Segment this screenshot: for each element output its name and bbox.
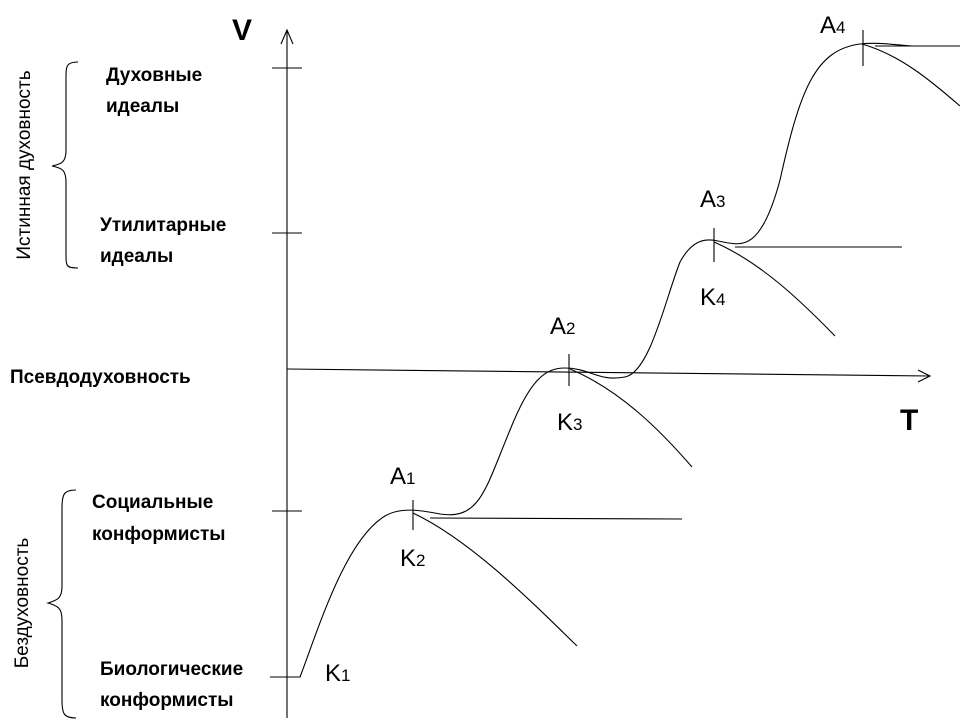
plateau-1 xyxy=(429,517,683,520)
label-pseudo-spirituality: Псевдодуховность xyxy=(10,367,191,388)
point-A3: A3 xyxy=(700,186,725,213)
decline-branch-3 xyxy=(713,241,836,337)
point-A1: A1 xyxy=(390,463,415,490)
y-axis-label: V xyxy=(232,14,252,47)
y-axis: V xyxy=(232,14,294,718)
label-spiritual-ideals-1: Духовные xyxy=(106,65,202,86)
group-lack-of-spirituality: Бездуховность xyxy=(12,538,33,669)
point-K1: K1 xyxy=(325,660,350,687)
label-utilitarian-ideals-1: Утилитарные xyxy=(100,215,226,236)
label-biological-conformists-2: конформисты xyxy=(100,690,234,711)
label-biological-conformists-1: Биологические xyxy=(100,659,243,680)
point-K4: K4 xyxy=(700,284,725,311)
x-axis-label: T xyxy=(900,404,918,437)
label-utilitarian-ideals-2: идеалы xyxy=(100,246,173,267)
decline-branch-1 xyxy=(412,512,578,647)
point-A4: A4 xyxy=(820,12,845,39)
decline-branch-4 xyxy=(861,43,960,107)
label-social-conformists-1: Социальные xyxy=(92,492,213,513)
label-spiritual-ideals-2: идеалы xyxy=(106,96,179,117)
point-A2: A2 xyxy=(550,313,575,340)
growth-curve xyxy=(270,42,913,678)
point-K2: K2 xyxy=(400,545,425,572)
group-true-spirituality: Истинная духовность xyxy=(14,70,35,259)
x-axis: T xyxy=(286,368,932,437)
brace-true-spirituality xyxy=(51,61,79,269)
brace-lack-of-spirituality xyxy=(46,489,77,719)
decline-branch-2 xyxy=(569,368,693,468)
label-social-conformists-2: конформисты xyxy=(92,524,226,545)
point-K3: K3 xyxy=(557,409,582,436)
